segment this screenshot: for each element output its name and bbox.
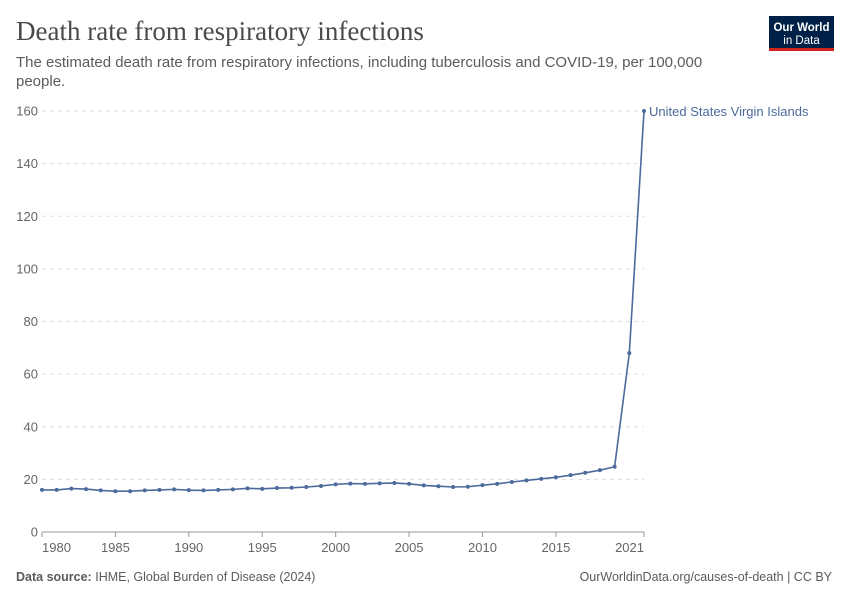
point xyxy=(568,473,573,478)
point xyxy=(142,488,147,493)
point xyxy=(54,487,59,492)
point xyxy=(260,486,265,491)
point xyxy=(495,481,500,486)
point xyxy=(377,481,382,486)
y-tick-label: 140 xyxy=(16,156,38,171)
x-tick-label: 1995 xyxy=(248,540,277,555)
x-tick-label: 1990 xyxy=(174,540,203,555)
y-tick-label: 20 xyxy=(24,472,38,487)
point xyxy=(392,481,397,486)
x-tick-label: 2000 xyxy=(321,540,350,555)
point xyxy=(348,481,353,486)
series-label: United States Virgin Islands xyxy=(649,104,809,119)
logo-bar xyxy=(769,48,834,51)
subtitle: people. xyxy=(16,73,65,90)
y-tick-label: 100 xyxy=(16,261,38,276)
point xyxy=(480,483,485,488)
point xyxy=(318,483,323,488)
y-tick-label: 60 xyxy=(24,367,38,382)
point xyxy=(157,487,162,492)
y-tick-label: 0 xyxy=(31,525,38,540)
logo-text: in Data xyxy=(783,35,820,47)
y-tick-label: 80 xyxy=(24,314,38,329)
point xyxy=(84,487,89,492)
x-tick-label: 1985 xyxy=(101,540,130,555)
y-tick-label: 40 xyxy=(24,419,38,434)
point xyxy=(553,475,558,480)
point xyxy=(333,482,338,487)
point xyxy=(524,478,529,483)
point xyxy=(451,485,456,490)
point xyxy=(289,485,294,490)
point xyxy=(216,487,221,492)
point xyxy=(642,109,646,113)
subtitle: The estimated death rate from respirator… xyxy=(16,54,702,71)
x-tick-label: 1980 xyxy=(42,540,71,555)
source: Data source: IHME, Global Burden of Dise… xyxy=(16,570,315,584)
x-tick-label: 2015 xyxy=(541,540,570,555)
point xyxy=(583,470,588,475)
chart-title: Death rate from respiratory infections xyxy=(16,16,424,46)
point xyxy=(597,468,602,473)
point xyxy=(304,485,309,490)
x-tick-label: 2021 xyxy=(615,540,644,555)
logo-text: Our World xyxy=(773,22,829,34)
point xyxy=(436,484,441,489)
point xyxy=(245,486,250,491)
point xyxy=(612,464,617,469)
point xyxy=(421,483,426,488)
y-tick-label: 160 xyxy=(16,104,38,119)
line xyxy=(42,110,645,493)
point xyxy=(113,489,118,494)
point xyxy=(407,481,412,486)
point xyxy=(201,488,206,493)
x-tick-label: 2010 xyxy=(468,540,497,555)
point xyxy=(509,480,514,485)
point xyxy=(627,351,632,356)
point xyxy=(186,488,191,493)
url[interactable]: OurWorldinData.org/causes-of-death | CC … xyxy=(580,570,833,584)
source-text: IHME, Global Burden of Disease (2024) xyxy=(95,570,315,584)
point xyxy=(69,486,74,491)
point xyxy=(172,487,177,492)
x-tick-label: 2005 xyxy=(395,540,424,555)
logo[interactable]: Our World in Data xyxy=(769,16,834,51)
point xyxy=(98,488,103,493)
point xyxy=(230,487,235,492)
point xyxy=(274,486,279,491)
point xyxy=(539,476,544,481)
y-tick-label: 120 xyxy=(16,209,38,224)
logo-box xyxy=(769,16,834,50)
point xyxy=(128,489,133,494)
source-label: Data source: xyxy=(16,570,92,584)
point xyxy=(40,487,44,492)
point xyxy=(465,484,470,489)
point xyxy=(363,481,368,486)
